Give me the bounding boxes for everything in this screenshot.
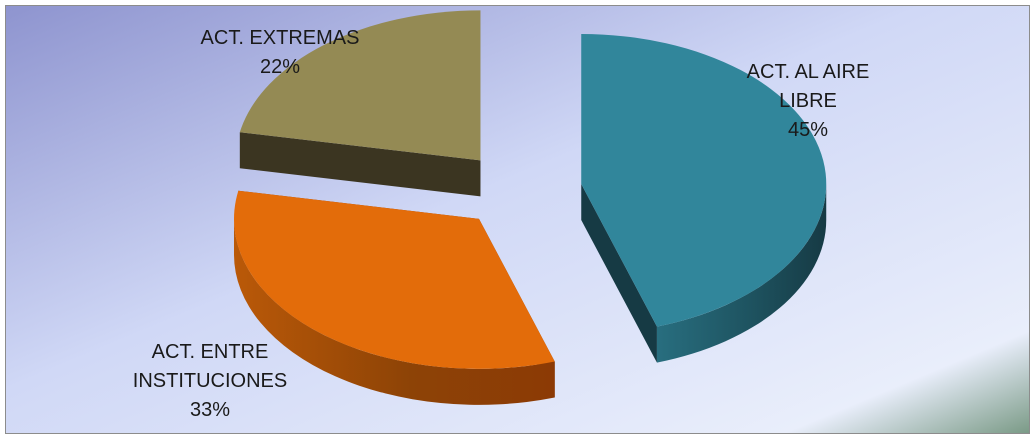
slice-data-label: ACT. AL AIRE LIBRE 45% <box>747 61 870 141</box>
slices-layer <box>233 10 827 405</box>
labels-layer: ACT. AL AIRE LIBRE 45% ACT. ENTRE INSTITUCIO… <box>133 27 870 421</box>
slice-side-wall <box>581 183 657 363</box>
slice-top-face <box>239 10 481 161</box>
slice-percent-label: 33% <box>190 399 230 421</box>
pie-slice <box>239 10 481 197</box>
slice-outer-rim <box>233 218 555 405</box>
slice-percent-label: 45% <box>788 119 828 141</box>
slice-data-label: ACT. ENTRE INSTITUCIONES 33% <box>133 341 287 421</box>
pie-slice <box>233 190 555 405</box>
slice-top-face <box>581 33 827 327</box>
slice-top-face <box>233 190 555 369</box>
slice-category-label: INSTITUCIONES <box>133 370 287 392</box>
pie-slice <box>581 33 827 363</box>
slice-category-label: ACT. ENTRE <box>152 341 269 363</box>
slice-category-label: ACT. AL AIRE <box>747 61 870 83</box>
slice-category-label: ACT. EXTREMAS <box>201 27 360 49</box>
slice-data-label: ACT. EXTREMAS 22% <box>201 27 360 78</box>
slice-category-label: LIBRE <box>779 90 837 112</box>
slice-percent-label: 22% <box>260 56 300 78</box>
slice-outer-rim <box>656 183 827 363</box>
slice-side-wall <box>239 132 481 197</box>
